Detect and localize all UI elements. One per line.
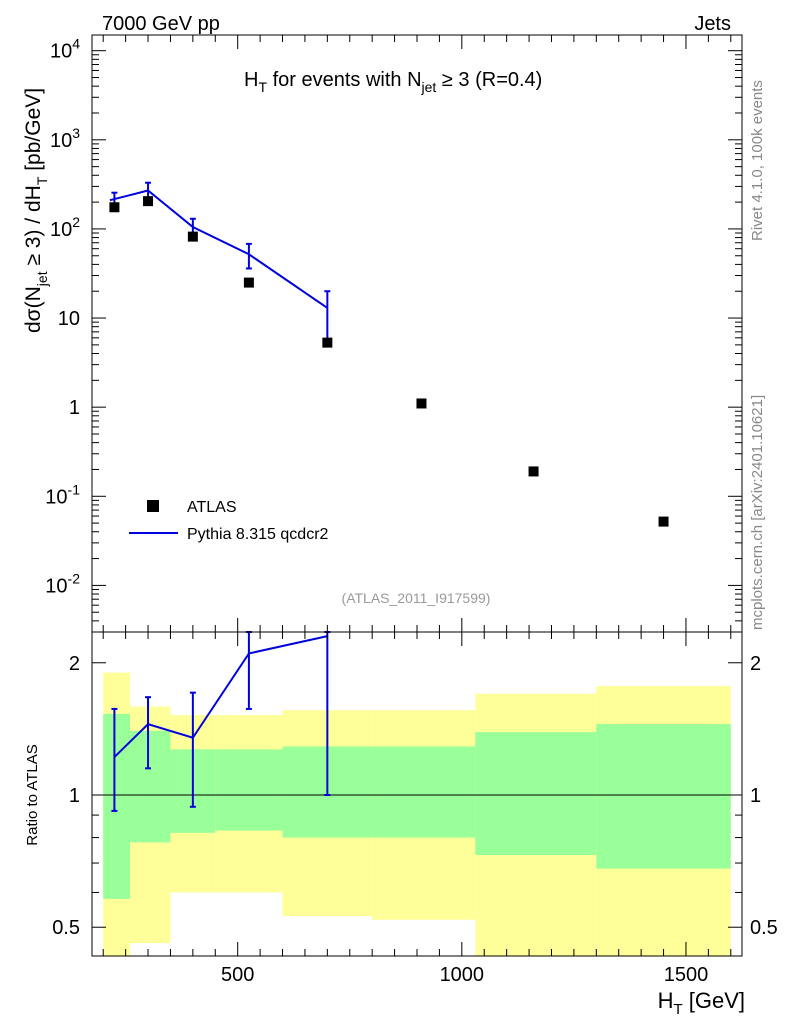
title-h: H <box>244 69 258 91</box>
title-tail: ≥ 3 (R=0.4) <box>436 69 542 91</box>
legend: ATLAS Pythia 8.315 qcdcr2 <box>129 499 329 543</box>
xlabel-tail: [GeV] <box>683 988 745 1013</box>
main-ytick-label: 103 <box>50 125 80 152</box>
ratio-band-green <box>596 724 731 869</box>
title-mid: for events with N <box>267 69 422 91</box>
ratio-series <box>111 631 331 812</box>
main-series <box>109 181 669 527</box>
atlas-data-point <box>187 231 198 242</box>
ratio-panel: 0.5 0.5 1 1 2 2 500 1000 1500 Ratio to ATLAS HT … <box>24 631 778 1018</box>
analysis-watermark: (ATLAS_2011_I917599) <box>342 590 491 606</box>
atlas-data-point <box>109 202 120 213</box>
ylabel-pre: dσ(N <box>22 286 45 333</box>
ratio-ytick-label-right: 2 <box>750 653 761 675</box>
title-jet-sub: jet <box>421 79 437 95</box>
ratio-band-green <box>215 749 283 831</box>
atlas-data-point <box>416 398 427 409</box>
main-ticks: 10-2 10-1 1 10 102 103 104 <box>45 35 742 633</box>
header-right: Jets <box>694 13 731 35</box>
ylabel-tail: [pb/GeV] <box>22 88 45 177</box>
main-ytick-label: 102 <box>50 214 80 241</box>
ylabel-t-sub: T <box>34 176 50 185</box>
atlas-data-point <box>658 516 669 527</box>
legend-marker-atlas <box>147 500 159 512</box>
main-ytick-label: 104 <box>50 36 80 63</box>
legend-label-pythia: Pythia 8.315 qcdcr2 <box>187 526 329 543</box>
main-ytick-label: 10 <box>58 308 80 330</box>
x-tick-label: 500 <box>221 964 254 986</box>
chart-title: HT for events with Njet ≥ 3 (R=0.4) <box>244 69 542 95</box>
x-tick-label: 1000 <box>440 964 485 986</box>
atlas-data-point <box>143 196 154 207</box>
legend-label-atlas: ATLAS <box>187 499 237 516</box>
atlas-data-point <box>322 337 333 348</box>
ratio-band-green <box>103 713 131 899</box>
ratio-ylabel: Ratio to ATLAS <box>24 744 41 845</box>
ylabel-jet-sub: jet <box>34 271 50 287</box>
title-t-sub: T <box>258 79 267 95</box>
header-left: 7000 GeV pp <box>102 13 220 35</box>
ratio-band-green <box>130 730 171 843</box>
x-axis-label: HT [GeV] <box>658 988 745 1018</box>
xlabel-t-sub: T <box>673 1001 682 1018</box>
x-tick-label: 1500 <box>664 964 709 986</box>
ratio-ytick-label-left: 2 <box>69 653 80 675</box>
ratio-ytick-label-left: 1 <box>69 785 80 807</box>
ratio-band-green <box>372 746 476 838</box>
main-ylabel: dσ(Njet ≥ 3) / dHT [pb/GeV] <box>22 88 50 333</box>
main-ytick-label: 1 <box>69 397 80 419</box>
ylabel-mid: ≥ 3) / dH <box>22 185 45 271</box>
atlas-data-point <box>528 466 539 477</box>
main-ytick-label: 10-2 <box>45 570 80 597</box>
mcplots-label: mcplots.cern.ch [arXiv:2401.10621] <box>749 395 766 630</box>
pythia-line <box>109 189 328 309</box>
atlas-data-point <box>243 277 254 288</box>
main-ytick-label: 10-1 <box>45 481 80 508</box>
ratio-ytick-label-right: 1 <box>750 785 761 807</box>
ratio-ticks: 0.5 0.5 1 1 2 2 500 1000 1500 <box>52 632 778 986</box>
ratio-ytick-label-right: 0.5 <box>750 917 778 939</box>
ratio-band-green <box>475 732 597 856</box>
ratio-ytick-label-left: 0.5 <box>52 917 80 939</box>
rivet-label: Rivet 4.1.0, 100k events <box>749 80 766 241</box>
xlabel-h: H <box>658 988 674 1013</box>
ratio-bands <box>103 672 731 956</box>
